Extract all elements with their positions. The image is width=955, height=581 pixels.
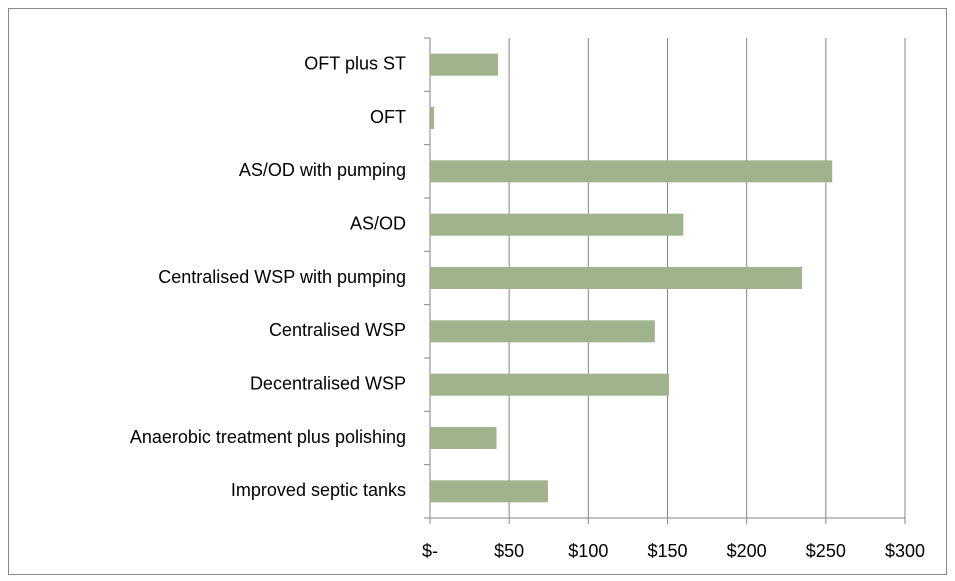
x-tick-label: $50: [494, 541, 524, 561]
y-tick-label: Centralised WSP: [269, 320, 406, 340]
bar: [430, 53, 499, 76]
bar: [430, 267, 803, 289]
y-tick-label: Improved septic tanks: [231, 480, 406, 500]
bar: [430, 213, 684, 236]
x-tick-label: $250: [806, 541, 846, 561]
bar: [430, 480, 548, 503]
y-tick-label: AS/OD with pumping: [239, 160, 406, 180]
x-tick-label: $100: [568, 541, 608, 561]
x-tick-label: $300: [885, 541, 925, 561]
bar: [430, 373, 670, 396]
bar: [430, 107, 434, 129]
y-tick-label: OFT plus ST: [304, 53, 406, 73]
y-tick-label: AS/OD: [350, 213, 406, 233]
bar: [430, 320, 655, 343]
y-tick-label: Decentralised WSP: [250, 373, 406, 393]
y-tick-label: Centralised WSP with pumping: [158, 267, 406, 287]
chart-border: [8, 8, 947, 575]
x-tick-label: $-: [422, 541, 438, 561]
x-tick-label: $200: [727, 541, 767, 561]
bar: [430, 427, 497, 449]
y-tick-label: Anaerobic treatment plus polishing: [130, 427, 406, 447]
x-tick-label: $150: [647, 541, 687, 561]
y-tick-label: OFT: [370, 107, 406, 127]
bar: [430, 160, 833, 183]
